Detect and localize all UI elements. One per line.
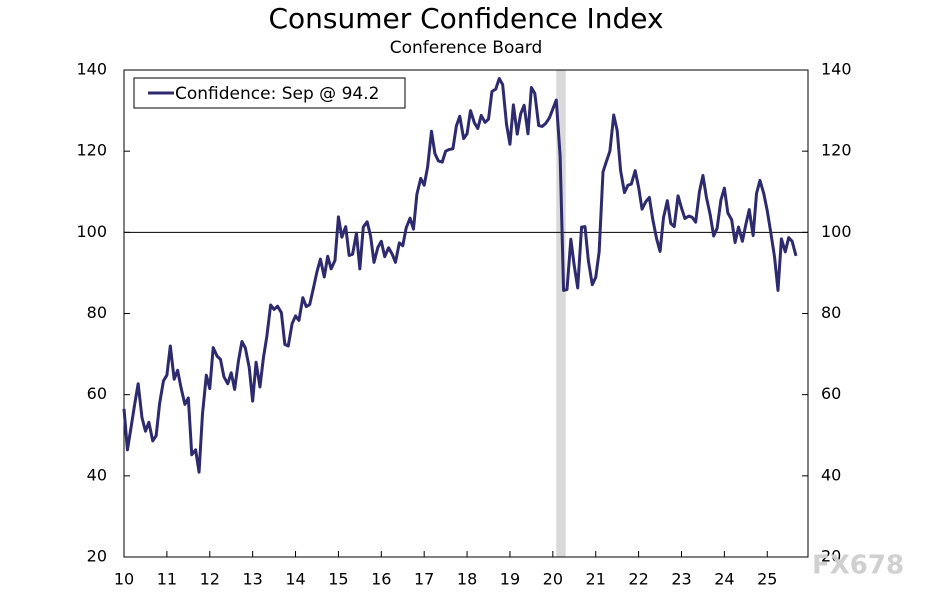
x-tick-label: 21 — [586, 570, 606, 589]
legend-label: Confidence: Sep @ 94.2 — [175, 84, 379, 104]
y-tick-label: 80 — [87, 303, 107, 322]
chart-subtitle: Conference Board — [390, 38, 543, 58]
x-tick-label: 16 — [371, 570, 391, 589]
y2-tick-label: 80 — [821, 303, 841, 322]
x-tick-label: 18 — [457, 570, 477, 589]
y-tick-label: 140 — [76, 60, 107, 79]
chart-title: Consumer Confidence Index — [268, 2, 663, 35]
y2-tick-label: 20 — [821, 547, 841, 566]
y2-tick-label: 140 — [821, 60, 852, 79]
y-tick-label: 120 — [76, 141, 107, 160]
y-tick-label: 20 — [87, 547, 107, 566]
y-tick-label: 60 — [87, 384, 107, 403]
y2-tick-label: 40 — [821, 465, 841, 484]
y2-tick-label: 60 — [821, 384, 841, 403]
x-tick-label: 24 — [714, 570, 734, 589]
x-tick-label: 14 — [285, 570, 305, 589]
watermark: FX678 — [812, 551, 904, 581]
data-line — [122, 77, 798, 474]
x-tick-label: 17 — [414, 570, 434, 589]
x-tick-label: 11 — [157, 570, 177, 589]
legend-box — [133, 77, 406, 109]
x-tick-label: 20 — [543, 570, 563, 589]
x-tick-label: 15 — [328, 570, 348, 589]
x-tick-label: 10 — [114, 570, 134, 589]
y-tick-label: 40 — [87, 465, 107, 484]
x-tick-label: 25 — [757, 570, 777, 589]
shaded-region — [556, 70, 566, 557]
x-tick-label: 12 — [200, 570, 220, 589]
x-tick-label: 22 — [628, 570, 648, 589]
plot-frame — [123, 69, 809, 558]
x-tick-label: 13 — [242, 570, 262, 589]
x-tick-label: 19 — [500, 570, 520, 589]
x-tick-label: 23 — [671, 570, 691, 589]
y-tick-label: 100 — [76, 222, 107, 241]
y2-tick-label: 100 — [821, 222, 852, 241]
y2-tick-label: 120 — [821, 141, 852, 160]
